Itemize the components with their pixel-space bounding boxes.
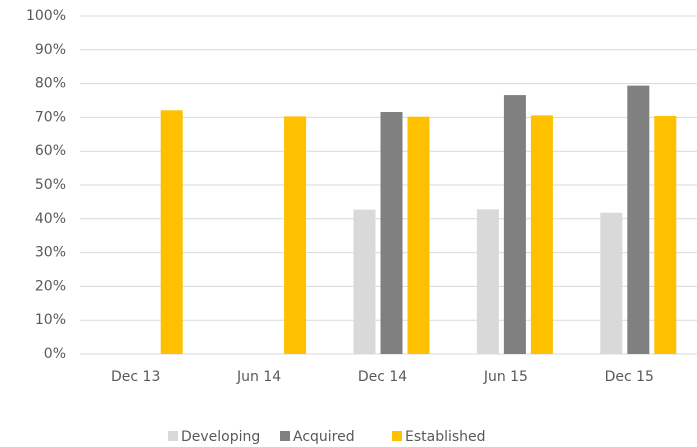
x-tick-label: Jun 15: [483, 369, 528, 385]
bar: [654, 116, 677, 354]
bar: [476, 209, 499, 354]
y-tick-label: 70%: [35, 109, 66, 125]
y-tick-label: 80%: [35, 76, 66, 92]
y-tick-label: 90%: [35, 42, 66, 58]
y-tick-label: 30%: [35, 245, 66, 261]
x-tick-label: Dec 13: [111, 369, 160, 385]
y-tick-label: 40%: [35, 211, 66, 227]
legend-swatch: [280, 431, 290, 441]
bar: [407, 116, 430, 354]
x-tick-label: Jun 14: [236, 369, 281, 385]
bar: [160, 110, 183, 354]
legend-label: Established: [405, 429, 486, 445]
x-tick-label: Dec 14: [358, 369, 407, 385]
bar: [530, 115, 553, 354]
bar: [353, 209, 376, 354]
legend-swatch: [392, 431, 402, 441]
legend-label: Acquired: [293, 429, 355, 445]
bar: [600, 212, 623, 354]
bar: [284, 116, 307, 354]
y-tick-label: 50%: [35, 177, 66, 193]
y-tick-label: 100%: [26, 8, 66, 24]
y-tick-label: 20%: [35, 278, 66, 294]
legend-swatch: [168, 431, 178, 441]
bar: [627, 85, 650, 355]
bar: [503, 95, 526, 354]
y-tick-label: 0%: [44, 346, 66, 362]
x-tick-label: Dec 15: [605, 369, 654, 385]
y-tick-label: 60%: [35, 143, 66, 159]
y-tick-label: 10%: [35, 312, 66, 328]
legend-label: Developing: [181, 429, 260, 445]
bar: [380, 111, 403, 354]
